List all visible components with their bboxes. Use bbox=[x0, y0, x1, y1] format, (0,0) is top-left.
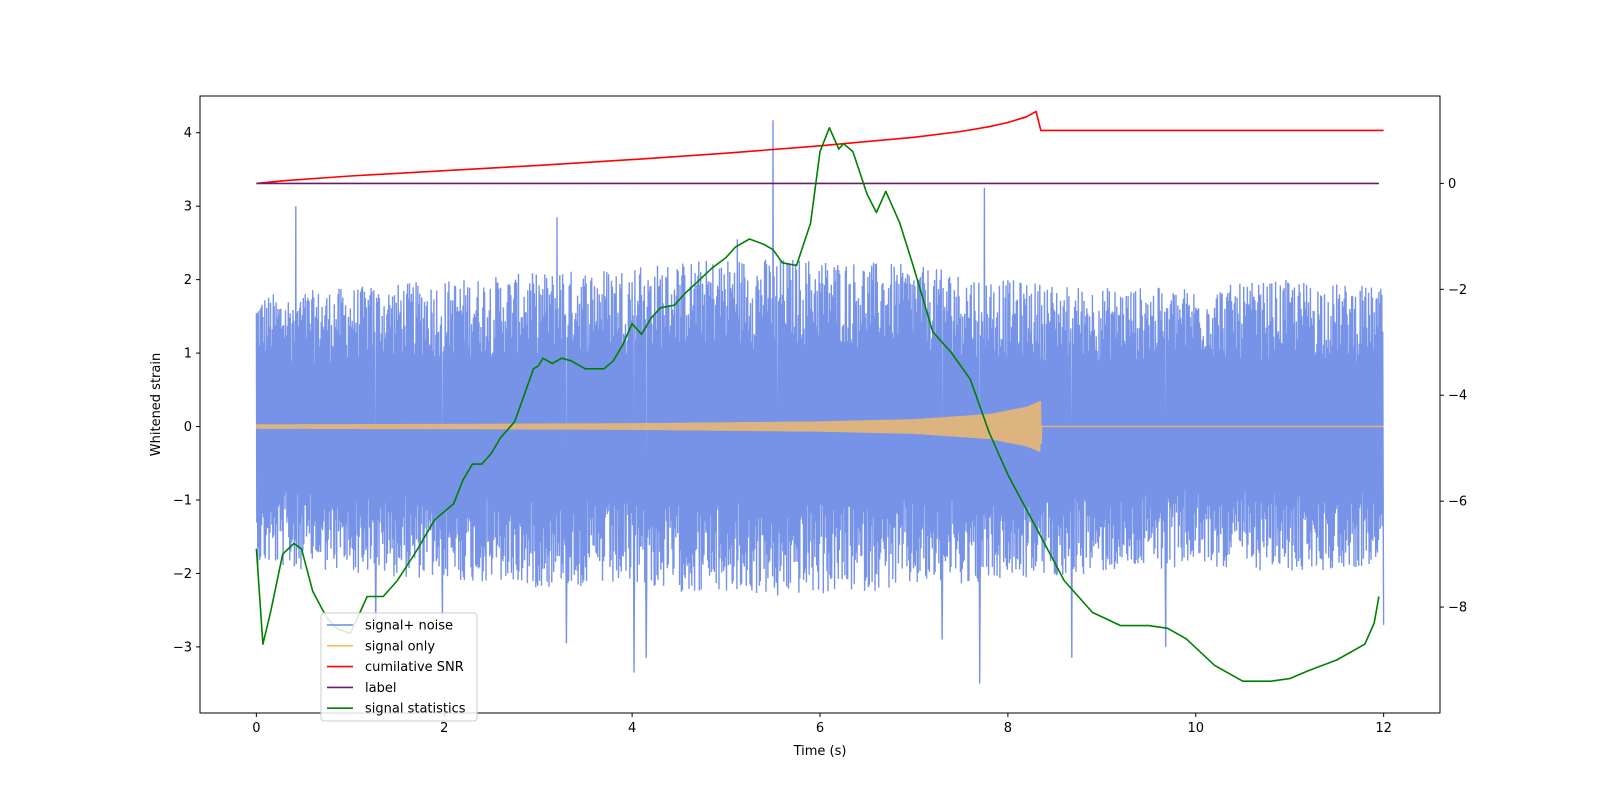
series-signal-noise-line bbox=[255, 120, 1385, 684]
series-signal-statistics-line bbox=[255, 127, 1380, 682]
y-tick-label: −3 bbox=[173, 640, 192, 655]
legend-label: signal statistics bbox=[365, 702, 466, 717]
y-right-tick-label: 0 bbox=[1448, 177, 1456, 192]
x-tick-label: 4 bbox=[628, 721, 636, 736]
x-tick-label: 6 bbox=[816, 721, 824, 736]
series-cumulative-snr-line bbox=[256, 110, 1384, 185]
x-tick-label: 0 bbox=[252, 721, 260, 736]
legend-box bbox=[320, 612, 478, 722]
series-signal-only-line bbox=[255, 400, 1384, 452]
legend-label: label bbox=[365, 681, 396, 696]
plot-area bbox=[255, 110, 1385, 684]
x-tick-label: 2 bbox=[440, 721, 448, 736]
y-axis-title: Whitened strain bbox=[149, 353, 164, 456]
y-tick-label: 1 bbox=[184, 347, 192, 362]
legend: signal+ noise signal only cumilative SNR la… bbox=[320, 612, 478, 722]
x-axis-title: Time (s) bbox=[793, 744, 847, 759]
y-tick-label: 4 bbox=[184, 126, 192, 141]
y-right-tick-label: −2 bbox=[1448, 283, 1467, 298]
x-tick-label: 8 bbox=[1004, 721, 1012, 736]
y-right-tick-label: −6 bbox=[1448, 495, 1467, 510]
legend-label: signal+ noise bbox=[365, 619, 453, 634]
y-tick-label: 2 bbox=[184, 273, 192, 288]
y-right-tick-label: −8 bbox=[1448, 601, 1467, 616]
y-tick-label: −2 bbox=[173, 567, 192, 582]
legend-label: signal only bbox=[365, 639, 435, 654]
x-tick-label: 12 bbox=[1375, 721, 1392, 736]
legend-label: cumilative SNR bbox=[365, 660, 464, 675]
y-tick-label: 3 bbox=[184, 200, 192, 215]
x-tick-label: 10 bbox=[1187, 721, 1204, 736]
y-tick-label: 0 bbox=[184, 420, 192, 435]
y-right-tick-label: −4 bbox=[1448, 389, 1467, 404]
y-tick-label: −1 bbox=[173, 493, 192, 508]
